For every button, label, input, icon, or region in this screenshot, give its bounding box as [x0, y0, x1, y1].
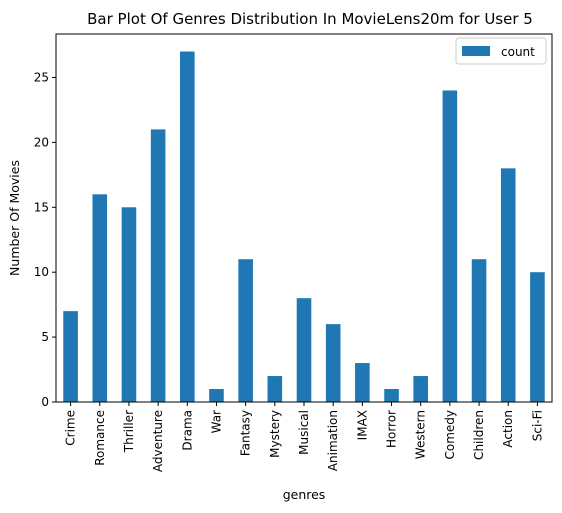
x-tick-label: Mystery	[268, 410, 282, 458]
y-axis: 0 5 10 15 20 25	[34, 70, 56, 409]
bar-children	[471, 259, 487, 402]
bar-western	[413, 376, 428, 402]
x-tick-label: Fantasy	[239, 410, 253, 456]
bar-fantasy	[238, 259, 253, 402]
legend-label: count	[501, 45, 535, 59]
x-tick-label: Sci-Fi	[530, 410, 544, 441]
x-axis-label: genres	[283, 487, 326, 502]
y-tick-label: 10	[34, 265, 49, 279]
y-tick-label: 5	[41, 330, 49, 344]
bar-thriller	[121, 207, 137, 402]
bar-mystery	[267, 376, 283, 402]
x-tick-label: Musical	[297, 410, 311, 455]
bar-sci-fi	[530, 272, 545, 402]
x-tick-label: Horror	[385, 410, 399, 448]
x-tick-label: Western	[414, 410, 428, 459]
bar-horror	[384, 389, 399, 402]
x-axis: Crime Romance Thriller Adventure Drama War Fan…	[64, 402, 544, 472]
bar-adventure	[150, 129, 166, 402]
y-tick-label: 0	[41, 395, 49, 409]
x-tick-label: Children	[472, 410, 486, 460]
bar-comedy	[442, 90, 458, 402]
legend: count	[455, 37, 547, 65]
x-tick-label: Adventure	[151, 410, 165, 472]
bar-drama	[180, 51, 195, 403]
bar-romance	[92, 194, 108, 402]
bar-war	[209, 389, 224, 402]
bar-crime	[63, 311, 78, 402]
x-tick-label: Crime	[64, 410, 78, 446]
chart-title: Bar Plot Of Genres Distribution In Movie…	[87, 10, 533, 28]
bar-action	[500, 168, 516, 402]
bar-animation	[325, 324, 341, 402]
x-tick-label: Drama	[180, 410, 194, 451]
bar-imax	[355, 363, 370, 402]
x-tick-label: Comedy	[443, 410, 457, 460]
legend-swatch	[462, 46, 490, 56]
y-tick-label: 20	[34, 135, 49, 149]
x-tick-label: Thriller	[122, 410, 136, 453]
y-axis-label: Number Of Movies	[7, 160, 22, 276]
plot-frame	[55, 33, 553, 403]
x-tick-label: Action	[501, 410, 515, 448]
bars-group	[63, 51, 545, 403]
x-tick-label: War	[209, 410, 223, 433]
bar-musical	[296, 298, 312, 402]
x-tick-label: Animation	[326, 410, 340, 471]
legend-frame	[455, 37, 547, 65]
x-tick-label: IMAX	[355, 410, 369, 440]
y-tick-label: 15	[34, 200, 49, 214]
x-tick-label: Romance	[93, 410, 107, 466]
y-tick-label: 25	[34, 70, 49, 84]
